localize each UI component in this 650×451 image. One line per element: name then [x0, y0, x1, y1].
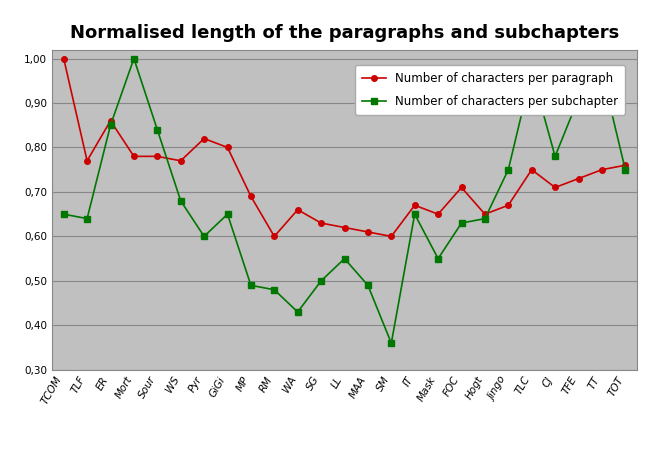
Number of characters per paragraph — [458, 185, 465, 190]
Number of characters per paragraph — [528, 167, 536, 172]
Number of characters per subchapter — [130, 56, 138, 61]
Number of characters per subchapter — [504, 167, 512, 172]
Number of characters per paragraph — [481, 212, 489, 217]
Number of characters per subchapter — [434, 256, 442, 261]
Number of characters per paragraph — [60, 56, 68, 61]
Line: Number of characters per paragraph: Number of characters per paragraph — [61, 56, 628, 239]
Number of characters per subchapter — [177, 198, 185, 203]
Number of characters per subchapter — [458, 221, 465, 226]
Line: Number of characters per subchapter: Number of characters per subchapter — [61, 56, 628, 346]
Number of characters per paragraph — [575, 176, 582, 181]
Number of characters per paragraph — [107, 118, 114, 124]
Number of characters per paragraph — [387, 234, 395, 239]
Number of characters per paragraph — [551, 185, 559, 190]
Number of characters per paragraph — [294, 207, 302, 212]
Number of characters per subchapter — [411, 212, 419, 217]
Number of characters per paragraph — [83, 158, 91, 164]
Number of characters per subchapter — [481, 216, 489, 221]
Number of characters per paragraph — [224, 145, 231, 150]
Number of characters per subchapter — [200, 234, 208, 239]
Number of characters per subchapter — [60, 212, 68, 217]
Number of characters per subchapter — [153, 127, 161, 133]
Number of characters per paragraph — [317, 221, 325, 226]
Number of characters per paragraph — [247, 193, 255, 199]
Number of characters per subchapter — [224, 212, 231, 217]
Number of characters per paragraph — [200, 136, 208, 141]
Number of characters per paragraph — [270, 234, 278, 239]
Legend: Number of characters per paragraph, Number of characters per subchapter: Number of characters per paragraph, Numb… — [355, 65, 625, 115]
Number of characters per subchapter — [341, 256, 348, 261]
Number of characters per subchapter — [294, 309, 302, 315]
Number of characters per subchapter — [575, 96, 582, 101]
Number of characters per subchapter — [107, 123, 114, 128]
Number of characters per paragraph — [504, 202, 512, 208]
Number of characters per paragraph — [621, 162, 629, 168]
Number of characters per subchapter — [247, 283, 255, 288]
Number of characters per subchapter — [364, 283, 372, 288]
Number of characters per paragraph — [598, 167, 606, 172]
Number of characters per paragraph — [130, 154, 138, 159]
Number of characters per paragraph — [364, 229, 372, 235]
Number of characters per paragraph — [434, 212, 442, 217]
Number of characters per paragraph — [153, 154, 161, 159]
Number of characters per subchapter — [598, 69, 606, 74]
Number of characters per paragraph — [411, 202, 419, 208]
Title: Normalised length of the paragraphs and subchapters: Normalised length of the paragraphs and … — [70, 24, 619, 42]
Number of characters per subchapter — [317, 278, 325, 284]
Number of characters per paragraph — [177, 158, 185, 164]
Number of characters per subchapter — [387, 341, 395, 346]
Number of characters per subchapter — [551, 154, 559, 159]
Number of characters per subchapter — [621, 167, 629, 172]
Number of characters per subchapter — [270, 287, 278, 292]
Number of characters per subchapter — [83, 216, 91, 221]
Number of characters per paragraph — [341, 225, 348, 230]
Number of characters per subchapter — [528, 69, 536, 74]
